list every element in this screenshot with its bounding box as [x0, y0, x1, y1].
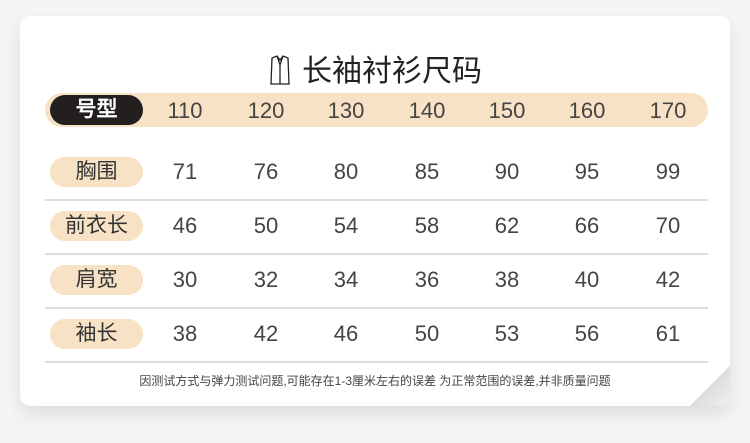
table-cell: 76: [253, 159, 279, 184]
table-cell: 32: [253, 267, 279, 292]
shirt-icon: [270, 55, 290, 85]
table-cell: 99: [655, 159, 681, 184]
table-cell: 30: [172, 267, 198, 292]
table-cell: 58: [414, 213, 440, 238]
table-cell: 56: [574, 321, 600, 346]
table-row: 前衣长 46 50 54 58 62 66 70: [45, 199, 708, 255]
header-cell: 150: [488, 98, 526, 123]
footnote: 因测试方式与弹力测试问题,可能存在1-3厘米左右的误差 为正常范围的误差,并非质…: [139, 374, 611, 388]
table-cell: 90: [494, 159, 520, 184]
table-cell: 95: [574, 159, 600, 184]
header-cell: 120: [247, 98, 285, 123]
table-cell: 54: [333, 213, 359, 238]
table-cell: 85: [414, 159, 440, 184]
header-cell: 170: [649, 98, 687, 123]
table-row: 胸围 71 76 80 85 90 95 99: [45, 145, 708, 201]
table-cell: 80: [333, 159, 359, 184]
table-cell: 34: [333, 267, 359, 292]
table-cell: 42: [655, 267, 681, 292]
header-cell: 140: [408, 98, 446, 123]
table-cell: 70: [655, 213, 681, 238]
table-row: 袖长 38 42 46 50 53 56 61: [45, 307, 708, 363]
table-cell: 36: [414, 267, 440, 292]
table-cell: 46: [333, 321, 359, 346]
chart-title: 长袖衬衫尺码: [20, 52, 730, 92]
table-cell: 66: [574, 213, 600, 238]
title-text: 长袖衬衫尺码: [302, 55, 482, 88]
header-row: 号型 110 120 130 140 150 160 170: [45, 93, 708, 127]
header-cell: 130: [327, 98, 365, 123]
table-cell: 50: [253, 213, 279, 238]
row-label: 胸围: [50, 157, 143, 187]
table-cell: 53: [494, 321, 520, 346]
table-row: 肩宽 30 32 34 36 38 40 42: [45, 253, 708, 309]
table-cell: 61: [655, 321, 681, 346]
header-cell: 110: [167, 98, 203, 123]
table-cell: 42: [253, 321, 279, 346]
table-cell: 71: [172, 159, 198, 184]
header-cell: 160: [568, 98, 606, 123]
table-cell: 40: [574, 267, 600, 292]
table-cell: 50: [414, 321, 440, 346]
header-label: 号型: [50, 95, 143, 125]
table-cell: 46: [172, 213, 198, 238]
row-label: 肩宽: [50, 265, 143, 295]
page-curl: [690, 366, 730, 406]
size-chart-card: 长袖衬衫尺码 号型 110 120 130 140 150 160 170 因测试方式与弹力…: [20, 16, 730, 406]
table-cell: 38: [494, 267, 520, 292]
table-cell: 38: [172, 321, 198, 346]
row-label: 前衣长: [50, 211, 143, 241]
row-label: 袖长: [50, 319, 143, 349]
table-cell: 62: [494, 213, 520, 238]
